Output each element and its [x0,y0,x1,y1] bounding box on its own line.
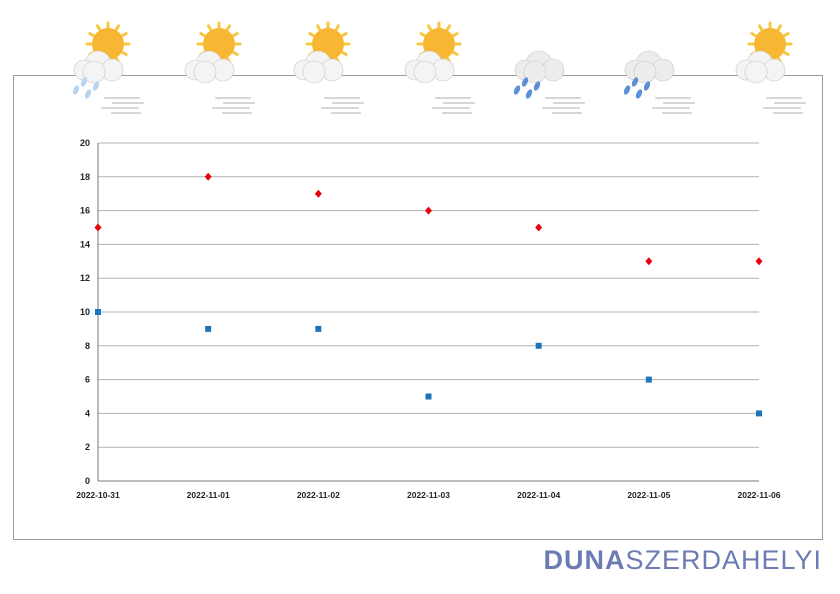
y-tick-label: 6 [85,375,90,385]
sun-ray [114,24,120,32]
sun-ray [231,50,239,56]
data-point-diamond [94,223,102,232]
rain-drop [623,85,631,95]
data-point-diamond [425,206,432,215]
sun-ray [120,32,128,38]
sun-ray [207,24,213,32]
rain-drop [643,81,651,91]
sun-ray [308,32,316,38]
x-tick-label: 2022-11-03 [407,490,450,500]
data-point-square [315,325,322,332]
sun-ray [758,24,764,32]
data-point-square [535,342,542,349]
y-tick-label: 12 [80,273,90,283]
sun-cloud-icon [404,21,475,114]
y-tick-label: 18 [80,172,90,182]
sun-ray [334,24,340,32]
brand-logo-part1: DUNA [543,545,626,575]
sun-ray [776,24,782,32]
cloud-puff [633,60,657,84]
data-point-square [205,325,212,332]
weather-icon-row [72,21,806,114]
sun-cloud-rain-icon [72,21,144,114]
cloud-puff [302,60,326,84]
sun-ray [199,32,207,38]
y-tick-label: 0 [85,476,90,486]
sun-ray [225,24,231,32]
y-tick-label: 8 [85,341,90,351]
y-tick-label: 10 [80,307,90,317]
cloud-rain-icon [513,50,585,114]
data-point-square [425,393,432,400]
x-tick-label: 2022-11-02 [297,490,340,500]
sun-ray [316,24,322,32]
x-tick-label: 2022-11-05 [627,490,670,500]
data-point-diamond [645,257,653,266]
data-point-diamond [535,223,543,232]
data-point-square [756,410,762,417]
sun-ray [96,24,102,32]
y-tick-label: 4 [85,408,90,418]
data-point-square [645,376,652,383]
y-tick-label: 20 [80,138,90,148]
x-tick-label: 2022-11-06 [737,490,780,500]
rain-drop [533,81,541,91]
rain-drop [525,89,533,99]
cloud-rain-icon [623,50,695,114]
y-tick-label: 2 [85,442,90,452]
sun-ray [445,24,451,32]
sun-ray [782,50,790,56]
cloud-puff [82,60,106,84]
rain-drop [72,85,80,95]
cloud-puff [744,60,768,84]
data-point-diamond [204,172,212,181]
cloud-puff [413,60,437,84]
chart-frame [13,75,823,540]
sun-cloud-icon [293,21,364,114]
cloud-puff [523,60,547,84]
sun-ray [750,32,758,38]
sun-ray [427,24,433,32]
sun-ray [451,50,459,56]
x-tick-label: 2022-10-31 [76,490,120,500]
sun-ray [419,32,427,38]
cloud-puff [193,60,217,84]
rain-drop [80,77,88,87]
sun-ray [451,32,459,38]
brand-logo: DUNASZERDAHELYI [543,545,822,576]
brand-logo-part2: SZERDAHELYI [625,545,822,575]
data-point-diamond [755,257,763,266]
y-tick-label: 16 [80,206,90,216]
x-tick-label: 2022-11-01 [187,490,230,500]
rain-drop [92,81,100,91]
rain-drop [513,85,521,95]
sun-ray [120,50,128,56]
sun-ray [88,32,96,38]
rain-drop [84,89,92,99]
rain-drop [631,77,639,87]
rain-drop [635,89,643,99]
sun-ray [340,32,348,38]
data-point-square [95,309,101,315]
y-tick-label: 14 [80,239,90,249]
data-point-diamond [314,189,322,198]
sun-ray [340,50,348,56]
sun-ray [782,32,790,38]
sun-ray [231,32,239,38]
x-tick-label: 2022-11-04 [517,490,560,500]
sun-cloud-icon [184,21,255,114]
rain-drop [521,77,529,87]
sun-cloud-icon [735,21,806,114]
